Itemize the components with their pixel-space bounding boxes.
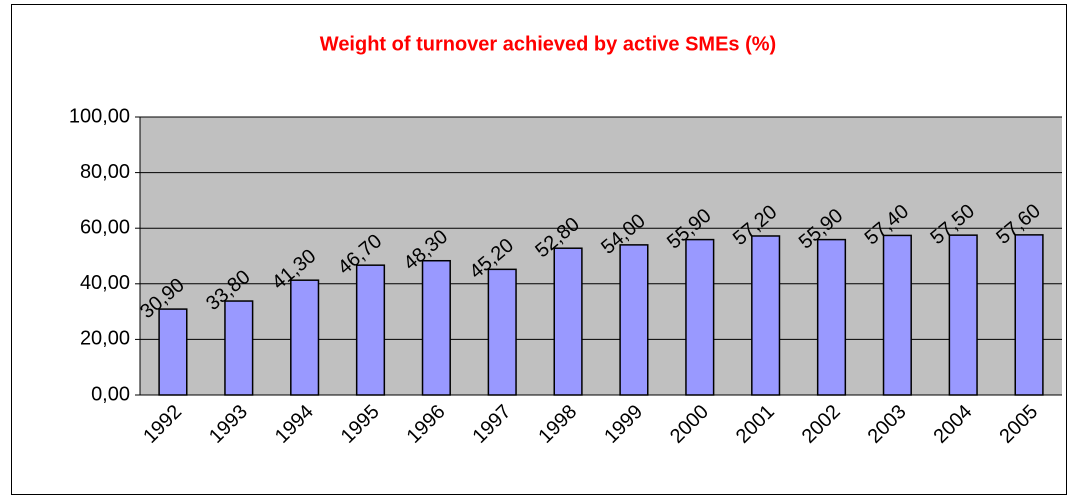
y-tick-label: 0,00: [91, 383, 130, 405]
bar: [290, 279, 320, 396]
bar: [553, 247, 583, 396]
chart-title: Weight of turnover achieved by active SM…: [320, 33, 776, 55]
y-tick-label: 40,00: [80, 272, 130, 294]
bar: [355, 264, 386, 396]
y-tick-label: 20,00: [80, 328, 130, 350]
bar: [158, 308, 188, 396]
bar: [1014, 234, 1044, 396]
bar: [487, 268, 517, 396]
bar: [421, 259, 451, 396]
y-tick-label: 100,00: [69, 105, 130, 127]
bar: [751, 235, 781, 396]
bar: [619, 244, 649, 396]
bar: [224, 300, 254, 396]
bar: [685, 238, 715, 396]
bar: [948, 234, 978, 396]
y-tick-label: 80,00: [80, 161, 130, 183]
y-tick-label: 60,00: [80, 216, 130, 238]
plot-area: [140, 117, 1062, 395]
bar: [816, 238, 847, 396]
bar: [882, 234, 912, 396]
